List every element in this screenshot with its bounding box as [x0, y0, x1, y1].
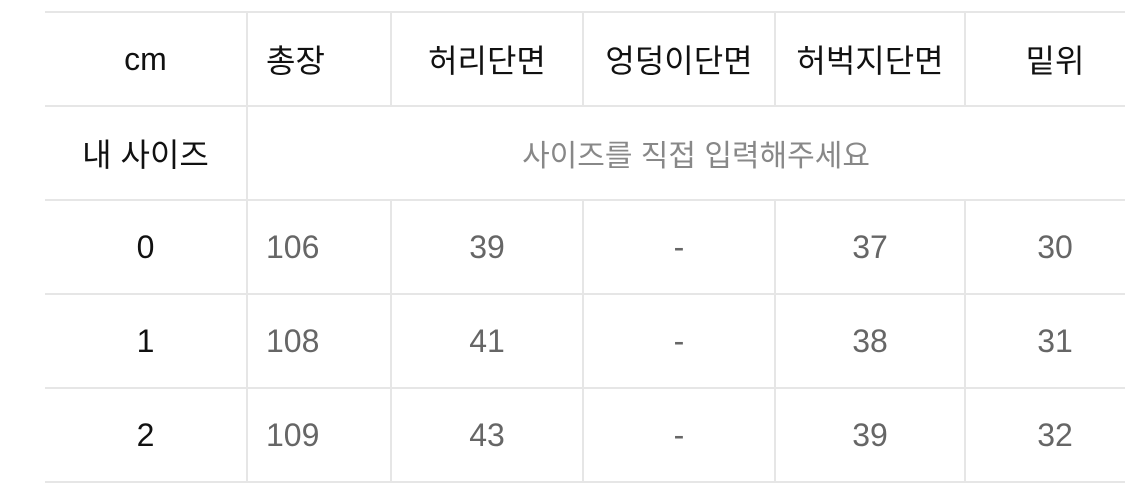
cell: 32: [964, 387, 1125, 483]
size-label: 1: [45, 293, 248, 389]
header-hip: 엉덩이단면: [582, 11, 776, 107]
table-row: 0 106 39 - 37 30: [45, 199, 1125, 295]
cell: -: [582, 199, 776, 295]
size-label: 2: [45, 387, 248, 483]
header-row: cm 총장 허리단면 엉덩이단면 허벅지단면 밑위: [45, 11, 1125, 107]
header-total-length: 총장: [246, 11, 392, 107]
cell: -: [582, 387, 776, 483]
cell: 41: [390, 293, 584, 389]
cell: 31: [964, 293, 1125, 389]
size-table: cm 총장 허리단면 엉덩이단면 허벅지단면 밑위 내 사이즈 사이즈를 직접 …: [45, 11, 1125, 483]
header-rise: 밑위: [964, 11, 1125, 107]
my-size-label: 내 사이즈: [45, 105, 248, 201]
cell: 30: [964, 199, 1125, 295]
cell: 38: [774, 293, 966, 389]
my-size-input[interactable]: 사이즈를 직접 입력해주세요: [246, 105, 1125, 201]
header-unit: cm: [45, 11, 248, 107]
cell: 106: [246, 199, 392, 295]
my-size-row[interactable]: 내 사이즈 사이즈를 직접 입력해주세요: [45, 105, 1125, 201]
cell: 39: [390, 199, 584, 295]
table-row: 1 108 41 - 38 31: [45, 293, 1125, 389]
cell: 109: [246, 387, 392, 483]
cell: 108: [246, 293, 392, 389]
table-row: 2 109 43 - 39 32: [45, 387, 1125, 483]
cell: 39: [774, 387, 966, 483]
cell: 43: [390, 387, 584, 483]
cell: 37: [774, 199, 966, 295]
size-label: 0: [45, 199, 248, 295]
header-waist: 허리단면: [390, 11, 584, 107]
header-thigh: 허벅지단면: [774, 11, 966, 107]
cell: -: [582, 293, 776, 389]
